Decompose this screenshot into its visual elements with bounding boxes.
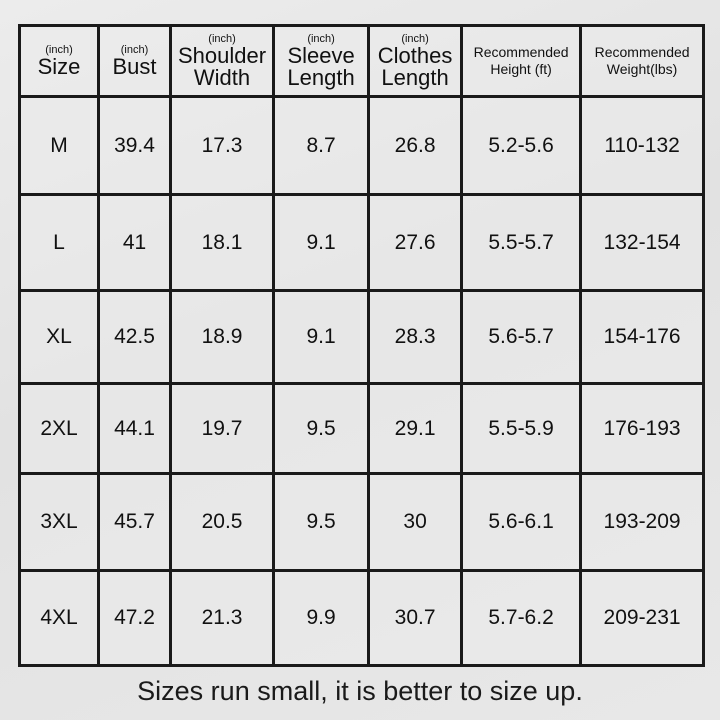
cell-size: 3XL [18,472,100,572]
table-row: 2XL 44.1 19.7 9.5 29.1 5.5-5.9 176-193 [18,382,706,475]
cell-sleeve-length: 9.5 [272,472,371,572]
cell-size: XL [18,289,100,385]
header-label: Clothes Length [377,42,453,90]
cell-sleeve-length: 8.7 [272,95,371,196]
cell-bust: 42.5 [97,289,172,385]
cell-recommended-weight: 110-132 [579,95,706,196]
table-row: 3XL 45.7 20.5 9.5 30 5.6-6.1 193-209 [18,472,706,572]
cell-clothes-length: 29.1 [367,382,464,475]
cell-sleeve-length: 9.5 [272,382,371,475]
header-label: Bust [112,53,157,79]
cell-size: 4XL [18,569,100,667]
cell-recommended-weight: 209-231 [579,569,706,667]
header-label: Recommended Weight(lbs) [594,44,690,77]
unit-label: (inch) [45,43,73,56]
header-recommended-height: Recommended Height (ft) [460,24,583,98]
cell-shoulder-width: 18.9 [168,289,276,385]
cell-shoulder-width: 21.3 [168,569,276,667]
cell-size: L [18,193,100,292]
cell-clothes-length: 30 [367,472,464,572]
header-recommended-weight: Recommended Weight(lbs) [579,24,706,98]
cell-recommended-weight: 132-154 [579,193,706,292]
cell-recommended-height: 5.6-5.7 [460,289,583,385]
header-label: Recommended Height (ft) [473,44,569,77]
cell-recommended-height: 5.5-5.9 [460,382,583,475]
cell-bust: 45.7 [97,472,172,572]
cell-bust: 47.2 [97,569,172,667]
header-bust: (inch) Bust [97,24,172,98]
cell-clothes-length: 26.8 [367,95,464,196]
cell-shoulder-width: 19.7 [168,382,276,475]
cell-recommended-weight: 176-193 [579,382,706,475]
cell-recommended-height: 5.7-6.2 [460,569,583,667]
unit-label: (inch) [307,32,335,45]
table-row: L 41 18.1 9.1 27.6 5.5-5.7 132-154 [18,193,706,292]
cell-recommended-height: 5.6-6.1 [460,472,583,572]
cell-clothes-length: 27.6 [367,193,464,292]
header-row: (inch) Size (inch) Bust (inch) Shoulder Wid… [18,24,706,98]
header-shoulder-width: (inch) Shoulder Width [168,24,276,98]
cell-shoulder-width: 18.1 [168,193,276,292]
table-row: M 39.4 17.3 8.7 26.8 5.2-5.6 110-132 [18,95,706,196]
header-sleeve-length: (inch) Sleeve Length [272,24,371,98]
cell-shoulder-width: 20.5 [168,472,276,572]
table-row: 4XL 47.2 21.3 9.9 30.7 5.7-6.2 209-231 [18,569,706,667]
size-note: Sizes run small, it is better to size up… [137,676,583,706]
unit-label: (inch) [401,32,429,45]
unit-label: (inch) [120,43,149,56]
cell-recommended-height: 5.5-5.7 [460,193,583,292]
header-label: Size [37,53,81,79]
header-label: Shoulder Width [178,42,267,90]
cell-recommended-height: 5.2-5.6 [460,95,583,196]
cell-sleeve-length: 9.1 [272,193,371,292]
cell-size: M [18,95,100,196]
cell-bust: 41 [97,193,172,292]
unit-label: (inch) [208,32,236,45]
cell-shoulder-width: 17.3 [168,95,276,196]
cell-bust: 44.1 [97,382,172,475]
cell-clothes-length: 30.7 [367,569,464,667]
cell-size: 2XL [18,382,100,475]
header-size: (inch) Size [18,24,100,98]
cell-sleeve-length: 9.9 [272,569,371,667]
cell-recommended-weight: 193-209 [579,472,706,572]
cell-sleeve-length: 9.1 [272,289,371,385]
header-label: Sleeve Length [287,42,355,90]
cell-recommended-weight: 154-176 [579,289,706,385]
header-clothes-length: (inch) Clothes Length [367,24,464,98]
cell-clothes-length: 28.3 [367,289,464,385]
size-chart-table: (inch) Size (inch) Bust (inch) Shoulder Wid… [18,24,706,667]
cell-bust: 39.4 [97,95,172,196]
table-row: XL 42.5 18.9 9.1 28.3 5.6-5.7 154-176 [18,289,706,385]
